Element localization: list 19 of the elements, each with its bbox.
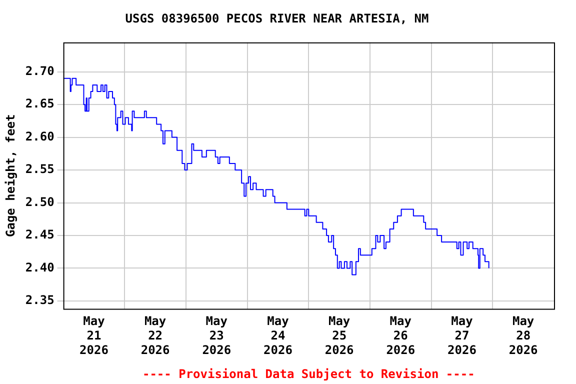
- y-tick-label: 2.55: [25, 162, 54, 176]
- y-axis-title: Gage height, feet: [3, 114, 18, 238]
- chart-title: USGS 08396500 PECOS RIVER NEAR ARTESIA, NM: [125, 11, 429, 26]
- x-tick-label: May 26 2026: [386, 314, 416, 357]
- text: ---- Provisional Data Subject to Revision ----: [142, 367, 475, 381]
- x-tick-label: May 27 2026: [448, 314, 476, 357]
- y-tick-label: 2.65: [25, 96, 54, 111]
- y-tick-label: 2.60: [25, 129, 54, 144]
- y-tick-label: 2.50: [25, 194, 54, 209]
- x-tick-label: May 21 2026: [80, 314, 108, 357]
- y-tick-label: 2.45: [25, 228, 54, 242]
- x-tick-label: May 23 2026: [202, 314, 232, 357]
- x-tick-label: May 22 2026: [140, 314, 170, 357]
- x-tick-label: May 25 2026: [324, 314, 354, 357]
- y-tick-label: 2.40: [25, 260, 54, 274]
- x-tick-label: May 28 2026: [508, 314, 538, 357]
- x-tick-label: May 24 2026: [264, 314, 292, 357]
- y-tick-label: 2.35: [25, 293, 54, 308]
- y-tick-label: 2.70: [25, 64, 54, 78]
